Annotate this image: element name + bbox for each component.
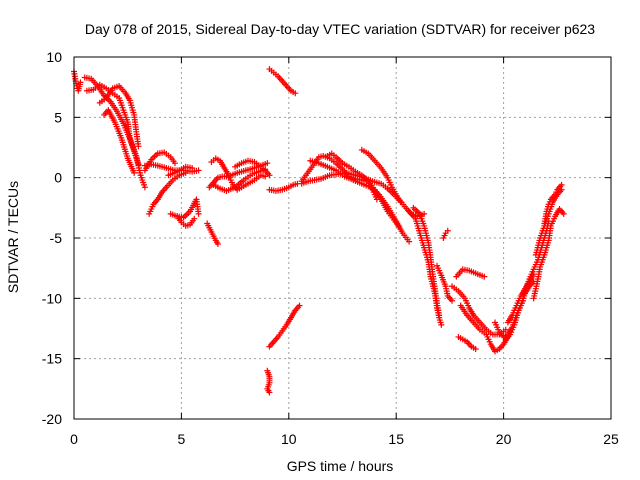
series-arc-10 (167, 196, 202, 221)
data-point (406, 238, 413, 245)
data-point (189, 165, 196, 172)
data-point (502, 326, 509, 333)
y-tick-label: 0 (54, 170, 62, 186)
data-point (449, 297, 456, 304)
data-point (296, 302, 303, 309)
series-arc-35 (502, 218, 552, 343)
y-tick-label: -20 (42, 411, 62, 427)
data-point (214, 241, 221, 248)
series-arc-14 (208, 155, 269, 193)
x-tick-label: 20 (496, 431, 512, 447)
series-arc-31 (453, 266, 488, 280)
data-point (560, 210, 567, 217)
data-point (131, 169, 138, 176)
data-points (71, 66, 567, 396)
series-arc-37 (530, 206, 567, 302)
series-arc-27 (410, 204, 443, 319)
series-arc-11 (174, 213, 198, 229)
data-point (266, 389, 273, 396)
series-arc-19 (266, 302, 303, 350)
series-arc-33 (455, 333, 479, 353)
data-point (182, 169, 189, 176)
series-arc-04 (96, 82, 142, 150)
series-arc-30 (449, 283, 509, 338)
series-arc-20 (264, 367, 273, 396)
y-tick-label: -10 (42, 290, 62, 306)
data-point (195, 210, 202, 217)
series-arc-12 (204, 220, 221, 248)
series-arc-09 (165, 163, 196, 179)
series-arc-28 (434, 262, 456, 304)
series-arc-24 (324, 150, 402, 229)
chart-title: Day 078 of 2015, Sidereal Day-to-day VTE… (85, 21, 595, 37)
series-arc-08 (146, 169, 189, 217)
data-point (481, 273, 488, 280)
series-arc-03 (83, 81, 142, 168)
data-point (436, 312, 443, 319)
data-point (262, 173, 269, 180)
data-point (266, 172, 273, 179)
series-arc-32 (457, 302, 511, 355)
series-arc-16 (232, 157, 273, 179)
data-point (135, 161, 142, 168)
data-point (558, 186, 565, 193)
series-arc-29 (440, 227, 451, 241)
data-point (264, 160, 271, 167)
data-point (292, 90, 299, 97)
series-arc-18 (266, 66, 299, 97)
x-tick-label: 5 (178, 431, 186, 447)
data-point (171, 160, 178, 167)
y-tick-label: 10 (46, 49, 62, 65)
x-tick-label: 0 (70, 431, 78, 447)
data-point (141, 184, 148, 191)
x-tick-label: 15 (388, 431, 404, 447)
series-arc-05 (101, 107, 138, 176)
series-arc-23 (307, 157, 413, 245)
x-axis-label: GPS time / hours (287, 458, 394, 474)
series-arc-36 (504, 271, 537, 326)
data-point (77, 79, 84, 86)
data-point (438, 321, 445, 328)
tick-labels: 0 5 10 15 20 25 -20 -15 -10 -5 0 5 10 (42, 49, 619, 447)
series-arc-39 (532, 186, 565, 258)
data-point (191, 215, 198, 222)
y-axis-label: SDTVAR / TECUs (5, 181, 21, 293)
y-tick-label: 5 (54, 109, 62, 125)
series-arc-17 (266, 180, 301, 194)
data-point (444, 227, 451, 234)
data-point (472, 346, 479, 353)
data-point (135, 143, 142, 150)
data-point (530, 271, 537, 278)
y-tick-label: -5 (50, 230, 63, 246)
plot-frame (73, 56, 612, 420)
series-arc-01 (71, 68, 84, 94)
x-tick-label: 10 (281, 431, 297, 447)
x-tick-label: 25 (603, 431, 619, 447)
data-point (395, 222, 402, 229)
y-tick-label: -15 (42, 351, 62, 367)
grid (74, 57, 611, 419)
data-point (195, 167, 202, 174)
